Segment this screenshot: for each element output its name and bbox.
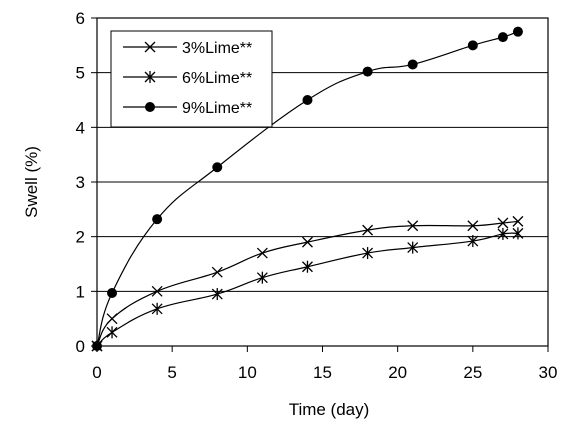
data-point — [497, 217, 509, 229]
x-tick-label: 25 — [463, 363, 482, 382]
data-point — [212, 162, 223, 173]
y-tick-label: 5 — [76, 64, 85, 83]
data-point — [512, 26, 523, 37]
y-tick-label: 2 — [76, 228, 85, 247]
data-point — [151, 302, 163, 315]
data-point — [467, 40, 478, 51]
y-axis-title: Swell (%) — [22, 146, 41, 218]
data-point — [362, 224, 374, 236]
y-tick-label: 1 — [76, 282, 85, 301]
data-point — [512, 227, 524, 240]
axes: 0 1 2 3 4 5 6 0 5 10 15 20 25 30 — [76, 9, 558, 382]
legend: 3%Lime** 6%Lime** 9%Lime** — [110, 30, 273, 128]
data-point — [512, 215, 524, 227]
data-point — [362, 66, 373, 77]
series-line-0 — [96, 220, 518, 347]
data-point — [407, 220, 419, 232]
legend-marker — [144, 41, 156, 53]
data-point — [106, 313, 118, 325]
y-tick-label: 0 — [76, 337, 85, 356]
y-tick-label: 4 — [76, 118, 85, 137]
data-point — [467, 220, 479, 232]
data-point — [256, 271, 268, 284]
data-point — [467, 235, 479, 248]
data-point — [151, 285, 163, 297]
data-point — [302, 236, 313, 248]
data-point — [211, 288, 223, 301]
data-point — [256, 247, 268, 259]
x-tick-label: 10 — [238, 363, 257, 382]
x-tick-label: 20 — [388, 363, 407, 382]
y-tick-label: 6 — [76, 9, 85, 28]
data-point — [362, 247, 374, 260]
x-tick-label: 30 — [539, 363, 558, 382]
series-layer — [91, 26, 524, 352]
data-point — [106, 326, 118, 339]
legend-marker — [144, 71, 156, 83]
y-tick-label: 3 — [76, 173, 85, 192]
data-point — [302, 260, 313, 273]
data-point — [107, 287, 118, 298]
legend-marker — [145, 102, 155, 112]
legend-label: 6%Lime** — [182, 70, 252, 87]
data-point — [152, 214, 163, 225]
series-line-2 — [96, 31, 519, 347]
x-tick-label: 5 — [167, 363, 176, 382]
data-point — [407, 59, 418, 70]
data-point — [211, 266, 223, 278]
data-point — [497, 32, 508, 43]
data-point — [497, 227, 509, 240]
data-point — [302, 95, 313, 105]
legend-label: 9%Lime** — [182, 100, 252, 117]
x-axis-title: Time (day) — [289, 400, 370, 419]
x-tick-label: 15 — [313, 363, 332, 382]
x-tick-label: 0 — [92, 363, 101, 382]
legend-label: 3%Lime** — [182, 40, 252, 57]
data-point — [407, 241, 419, 254]
